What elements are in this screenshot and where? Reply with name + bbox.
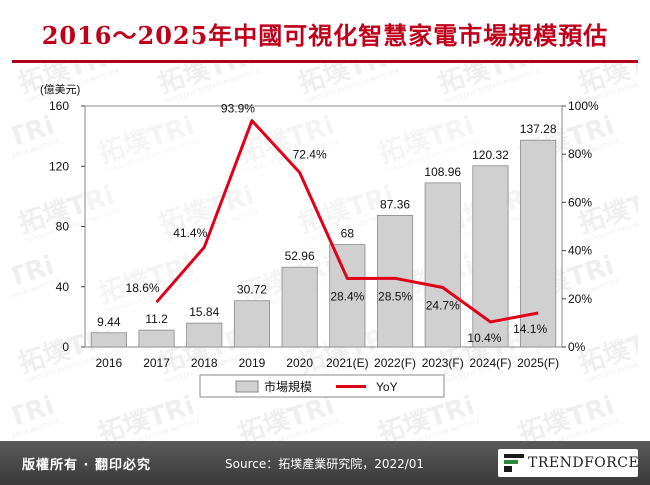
bar-2023(F) [424,182,461,348]
x-tick-label: 2016 [95,356,122,370]
left-tick-label: 40 [56,280,70,294]
yoy-value-label: 18.6% [126,281,160,295]
right-tick-label: 80% [568,147,592,161]
x-tick-label: 2019 [239,356,266,370]
right-tick-label: 40% [568,244,592,258]
right-tick-label: 100% [568,99,599,113]
title-divider [12,60,638,63]
bar-value-label: 15.84 [189,305,219,319]
left-tick-label: 80 [56,220,70,234]
legend-line-label: YoY [376,380,398,394]
x-tick-label: 2021(E) [326,356,369,370]
x-tick-label: 2024(F) [469,356,511,370]
yoy-value-label: 93.9% [221,102,255,116]
bar-2025(F) [520,139,557,348]
bar-2017 [138,329,175,348]
yoy-value-label: 72.4% [293,148,327,162]
x-tick-label: 2025(F) [517,356,559,370]
yoy-value-label: 41.4% [173,226,207,240]
copyright-notice: 版權所有 · 翻印必究 [22,458,151,473]
x-tick-label: 2023(F) [422,356,464,370]
bar-value-label: 30.72 [237,283,267,297]
left-tick-label: 0 [62,340,69,354]
bar-2016 [90,332,127,348]
legend-bar-swatch [235,380,259,393]
trendforce-wordmark: TRENDFORCE [528,455,640,471]
bar-value-label: 120.32 [472,148,509,162]
page-title: 2016～2025年中國可視化智慧家電市場規模預估 [41,21,609,50]
bar-value-label: 11.2 [145,312,168,326]
bar-value-label: 68 [341,227,355,241]
right-tick-label: 60% [568,195,592,209]
x-tick-label: 2017 [143,356,170,370]
yoy-value-label: 14.1% [513,322,547,336]
market-size-chart: (億美元) 0 40 80 120 160 0% 20% 40% 60% 80% 100% 9.44 11… [40,83,599,398]
footer-bar: 版權所有 · 翻印必究 Source：拓墣產業研究院，2022/01 TREND… [0,441,650,485]
yoy-value-label: 24.7% [426,298,460,312]
left-axis-unit: (億美元) [40,83,80,96]
yoy-value-label: 28.5% [378,289,412,303]
right-tick-label: 0% [568,340,586,354]
bar-2020 [281,266,318,348]
yoy-value-label: 28.4% [330,290,364,304]
left-tick-label: 160 [49,99,69,113]
legend-box [199,374,445,398]
trendforce-logo: TRENDFORCE [498,449,640,477]
title-bar: 2016～2025年中國可視化智慧家電市場規模預估 [0,0,650,63]
bar-2019 [233,300,270,348]
bar-value-label: 9.44 [97,315,121,329]
bar-value-label: 87.36 [380,197,410,211]
legend: 市場規模 YoY [199,374,445,398]
yoy-line [155,119,539,324]
bar-2024(F) [472,165,509,348]
trendforce-mark-icon [504,454,524,472]
bar-value-label: 108.96 [424,165,461,179]
bar-2018 [186,322,223,348]
yoy-value-label: 10.4% [467,331,501,345]
source-note: Source：拓墣產業研究院，2022/01 [225,457,425,471]
x-tick-label: 2020 [286,356,313,370]
right-tick-label: 20% [568,292,592,306]
bar-value-label: 137.28 [520,122,557,136]
left-tick-label: 120 [49,159,69,173]
legend-bar-label: 市場規模 [264,379,312,394]
bar-value-label: 52.96 [285,249,315,263]
bar-2021(E) [329,244,366,348]
x-tick-label: 2018 [191,356,218,370]
x-tick-label: 2022(F) [374,356,416,370]
